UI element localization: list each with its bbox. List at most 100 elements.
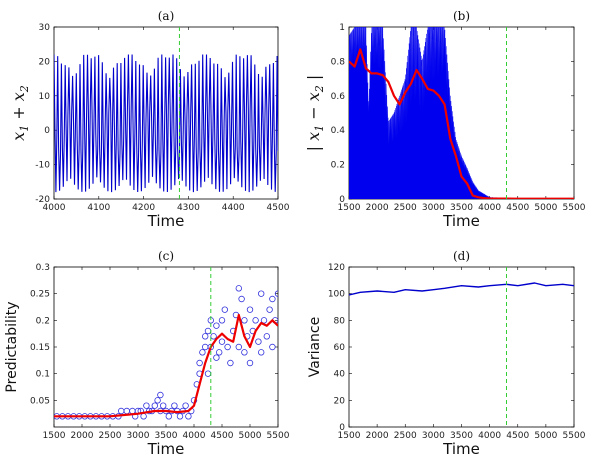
y-tick-label: 10: [39, 92, 51, 102]
plot-area: [54, 27, 278, 199]
scatter-point: [185, 413, 192, 420]
y-tick-label: 40: [334, 370, 346, 380]
x-tick-label: 4500: [506, 431, 529, 441]
x-tick-label: 2000: [366, 203, 389, 213]
scatter-point: [269, 343, 276, 351]
scatter-point: [201, 343, 209, 351]
scatter-point: [176, 413, 184, 420]
x-tick-label: 1500: [338, 203, 361, 213]
y-tick-label: 20: [334, 396, 346, 406]
scatter-point: [210, 333, 217, 340]
y-tick-label: 0.25: [30, 290, 50, 300]
y-tick-label: 0.8: [331, 57, 346, 67]
x-axis-label: Time: [147, 212, 185, 230]
scatter-point: [241, 349, 248, 356]
y-tick-label: 0: [44, 126, 50, 136]
x-tick-label: 4000: [478, 431, 501, 441]
y-tick-label: 0.15: [30, 343, 50, 353]
scatter-point: [263, 333, 270, 340]
y-tick-label: 0.3: [36, 263, 50, 273]
x-tick-label: 3000: [422, 203, 445, 213]
y-label-part: x: [304, 132, 323, 141]
scatter-point: [117, 407, 125, 415]
x-tick-label: 3500: [155, 431, 178, 441]
scatter-point: [204, 370, 212, 377]
y-tick-label: 0: [339, 423, 345, 433]
x-tick-label: 2000: [366, 431, 389, 441]
plot-area: [349, 27, 574, 199]
y-tick-label: 60: [334, 343, 346, 353]
x-tick-label: 5500: [563, 431, 586, 441]
scatter-point: [269, 295, 276, 303]
y-axis-label: x1 + x2: [9, 85, 31, 141]
panel-title: (a): [158, 9, 175, 23]
scatter-point: [241, 317, 248, 324]
y-tick-label: -10: [35, 161, 50, 171]
y-tick-label: 20: [39, 57, 51, 67]
scatter-point: [227, 359, 234, 367]
x-tick-label: 4200: [132, 203, 155, 213]
x-tick-label: 4500: [211, 431, 234, 441]
y-tick-label: 0.2: [36, 316, 50, 326]
series-line: [349, 282, 574, 296]
scatter-point: [274, 290, 278, 297]
y-label-part: 2: [18, 85, 31, 93]
x-tick-label: 4100: [87, 203, 110, 213]
scatter-point: [246, 359, 254, 367]
y-label-part: |: [304, 141, 323, 151]
scatter-point: [246, 306, 254, 313]
y-tick-label: 0.6: [331, 92, 346, 102]
x-tick-label: 4500: [506, 203, 529, 213]
scatter-point: [258, 290, 265, 297]
panel-b: (b) 1500 2000 2500 3000 3500 4000 4500 5000 5500 0…: [304, 9, 586, 230]
scatter-point: [213, 322, 220, 329]
scatter-point: [157, 391, 164, 399]
scatter-point: [159, 402, 167, 409]
x-tick-label: 5500: [563, 203, 586, 213]
y-axis-label: | x1 − x2 |: [304, 75, 326, 152]
scatter-point: [151, 402, 158, 409]
series-line: [54, 54, 278, 193]
y-tick-label: 1: [339, 23, 345, 33]
scatter-point: [199, 349, 206, 356]
scatter-point: [255, 338, 262, 345]
x-tick-label: 4500: [267, 203, 290, 213]
x-tick-label: 2500: [394, 203, 417, 213]
x-tick-label: 3000: [422, 431, 445, 441]
y-tick-label: 0: [339, 195, 345, 205]
y-label-part: 2: [313, 85, 326, 93]
x-tick-label: 5500: [267, 431, 290, 441]
x-tick-label: 2500: [394, 431, 417, 441]
y-axis-label: Variance: [307, 317, 323, 377]
scatter-point: [218, 338, 226, 345]
scatter-point: [182, 402, 189, 409]
scatter-point: [123, 407, 130, 415]
y-label-part: + x: [9, 92, 28, 125]
y-tick-label: 80: [334, 316, 346, 326]
y-axis-label: Predictability: [4, 301, 20, 392]
scatter-point: [266, 306, 273, 313]
x-tick-label: 1500: [338, 431, 361, 441]
scatter-point: [252, 317, 259, 324]
x-tick-label: 4000: [43, 203, 66, 213]
y-label-part: 1: [18, 125, 31, 132]
y-label-part: − x: [304, 92, 323, 125]
series-line: [54, 313, 278, 418]
scatter-point: [143, 402, 150, 409]
x-tick-label: 1500: [43, 431, 66, 441]
x-tick-label: 3000: [127, 431, 150, 441]
y-tick-label: 0.4: [331, 126, 346, 136]
x-tick-label: 4000: [183, 431, 206, 441]
y-tick-label: 30: [39, 23, 51, 33]
axes-frame: [53, 266, 279, 428]
panel-a: (a) 4000 4100 4200 4300 4400 4500 -20 -10 0 10 20 30…: [9, 9, 290, 230]
y-tick-label: 100: [328, 290, 345, 300]
scatter-point: [196, 359, 203, 367]
x-tick-label: 5000: [239, 431, 262, 441]
scatter-point: [258, 349, 265, 356]
y-tick-label: 0.05: [30, 396, 50, 406]
y-tick-label: -20: [35, 195, 50, 205]
scatter-point: [235, 343, 242, 351]
x-tick-label: 2500: [99, 431, 122, 441]
